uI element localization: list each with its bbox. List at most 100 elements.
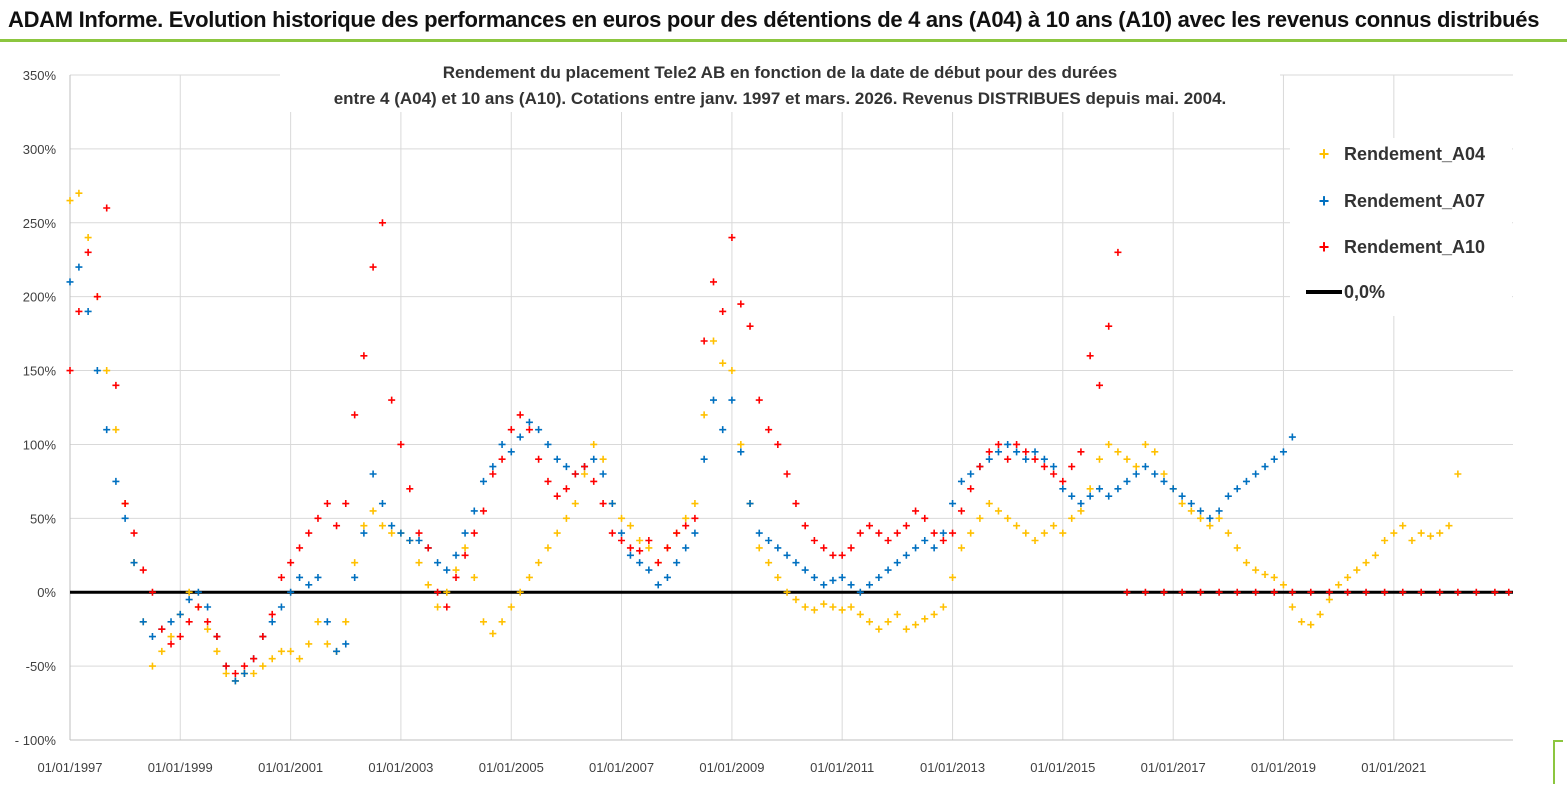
data-point bbox=[856, 588, 864, 596]
data-point bbox=[1050, 522, 1058, 530]
legend-label-a04: Rendement_A04 bbox=[1344, 144, 1486, 164]
data-point bbox=[838, 551, 846, 559]
data-point bbox=[1105, 322, 1113, 330]
data-point bbox=[544, 440, 552, 448]
data-point bbox=[1132, 463, 1140, 471]
x-tick-label: 01/01/1997 bbox=[37, 760, 102, 775]
data-point bbox=[1169, 485, 1177, 493]
data-point bbox=[682, 522, 690, 530]
data-point bbox=[1242, 477, 1250, 485]
data-point bbox=[1427, 532, 1435, 540]
data-point bbox=[1335, 581, 1343, 589]
data-point bbox=[645, 537, 653, 544]
data-point bbox=[755, 544, 763, 552]
data-point bbox=[957, 507, 965, 515]
data-point bbox=[167, 618, 175, 626]
report-banner: ADAM Informe. Evolution historique des p… bbox=[0, 0, 1567, 42]
data-point bbox=[222, 670, 230, 677]
data-point bbox=[1004, 514, 1012, 522]
data-point bbox=[709, 337, 717, 345]
data-point bbox=[737, 300, 745, 308]
x-tick-label: 01/01/2013 bbox=[920, 760, 985, 775]
data-point bbox=[912, 507, 920, 515]
data-point bbox=[369, 263, 377, 271]
data-point bbox=[176, 633, 184, 641]
data-point bbox=[1114, 248, 1122, 256]
data-point bbox=[1381, 537, 1389, 544]
data-point bbox=[434, 603, 442, 611]
data-point bbox=[783, 470, 791, 478]
data-point bbox=[204, 603, 212, 611]
y-tick-label: - 100% bbox=[15, 733, 57, 748]
data-point bbox=[673, 529, 681, 537]
data-point bbox=[820, 544, 828, 552]
data-point bbox=[967, 529, 975, 537]
data-point bbox=[884, 618, 892, 626]
data-point bbox=[277, 603, 285, 611]
data-point bbox=[700, 337, 708, 345]
data-point bbox=[148, 662, 156, 670]
data-point bbox=[1252, 588, 1260, 596]
data-point bbox=[967, 470, 975, 478]
data-point bbox=[1233, 544, 1241, 552]
data-point bbox=[1123, 455, 1131, 463]
data-point bbox=[921, 514, 929, 522]
data-point bbox=[746, 500, 754, 508]
data-point bbox=[774, 440, 782, 448]
data-point bbox=[1362, 588, 1370, 596]
data-point bbox=[673, 559, 681, 567]
data-point bbox=[268, 610, 276, 618]
data-point bbox=[783, 551, 791, 559]
data-point bbox=[148, 588, 156, 596]
data-point bbox=[866, 522, 874, 530]
data-point bbox=[856, 610, 864, 618]
data-point bbox=[709, 396, 717, 404]
data-point bbox=[333, 522, 341, 530]
data-point bbox=[618, 537, 626, 544]
data-point bbox=[525, 418, 533, 426]
data-point bbox=[1040, 463, 1048, 471]
data-point bbox=[866, 581, 874, 589]
y-tick-label: 300% bbox=[23, 142, 57, 157]
data-point bbox=[654, 581, 662, 589]
data-point bbox=[498, 440, 506, 448]
data-point bbox=[121, 514, 129, 522]
data-point bbox=[682, 514, 690, 522]
data-point bbox=[626, 544, 634, 552]
data-point bbox=[112, 426, 120, 434]
data-point bbox=[121, 500, 129, 508]
data-point bbox=[562, 485, 570, 493]
data-point bbox=[976, 463, 984, 471]
legend-marker-a10: + bbox=[1318, 237, 1330, 257]
data-point bbox=[682, 544, 690, 552]
data-point bbox=[342, 618, 350, 626]
data-point bbox=[875, 573, 883, 581]
data-point bbox=[1031, 537, 1039, 544]
x-tick-label: 01/01/2017 bbox=[1141, 760, 1206, 775]
data-point bbox=[75, 263, 83, 271]
data-point bbox=[461, 529, 469, 537]
data-point bbox=[204, 625, 212, 633]
data-point bbox=[1178, 492, 1186, 500]
data-point bbox=[103, 204, 111, 212]
data-point bbox=[1399, 522, 1407, 530]
series-rendement-a07 bbox=[66, 263, 1296, 685]
data-point bbox=[148, 633, 156, 641]
data-point bbox=[1505, 588, 1513, 596]
data-point bbox=[231, 670, 239, 677]
data-point bbox=[213, 647, 221, 655]
legend-marker-a04: + bbox=[1318, 144, 1330, 164]
data-point bbox=[1141, 588, 1149, 596]
data-point bbox=[1022, 455, 1030, 463]
data-point bbox=[884, 566, 892, 574]
data-point bbox=[112, 381, 120, 389]
data-point bbox=[912, 544, 920, 552]
data-point bbox=[507, 448, 515, 456]
data-point bbox=[949, 529, 957, 537]
x-tick-label: 01/01/2019 bbox=[1251, 760, 1316, 775]
data-point bbox=[112, 477, 120, 485]
data-point bbox=[1215, 588, 1223, 596]
data-point bbox=[939, 529, 947, 537]
data-point bbox=[792, 596, 800, 604]
data-point bbox=[1344, 588, 1352, 596]
